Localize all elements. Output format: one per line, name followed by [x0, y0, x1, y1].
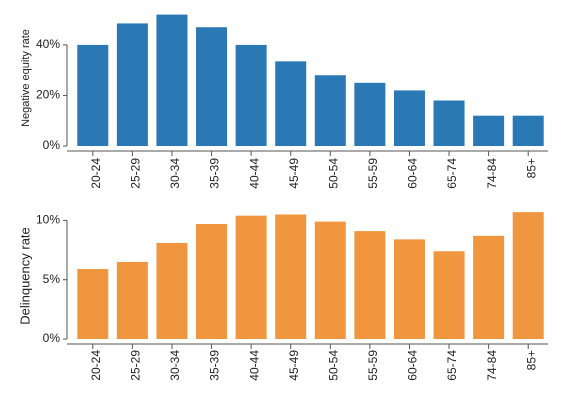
- x-tick-label: 35-39: [208, 158, 222, 189]
- bar-25-29: [116, 23, 148, 146]
- x-tick-label: 85+: [524, 158, 538, 178]
- y-tick-label: 10%: [36, 213, 60, 227]
- x-tick-label: 85+: [524, 350, 538, 370]
- x-tick-label: 30-34: [168, 158, 182, 189]
- x-tick-label: 60-64: [406, 158, 420, 189]
- x-tick-label: 50-54: [326, 158, 340, 189]
- bar-85+: [512, 115, 544, 146]
- bar-30-34: [156, 242, 188, 339]
- x-tick-label: 25-29: [129, 350, 143, 381]
- x-tick-label: 74-84: [485, 350, 499, 381]
- bar-35-39: [196, 27, 228, 146]
- y-axis-title: Negative equity rate: [20, 29, 32, 127]
- bar-45-49: [275, 214, 307, 339]
- x-tick-label: 55-59: [366, 158, 380, 189]
- bar-85+: [512, 212, 544, 339]
- x-tick-label: 65-74: [445, 350, 459, 381]
- bar-25-29: [116, 261, 148, 339]
- x-tick-label: 60-64: [406, 350, 420, 381]
- x-tick-label: 45-49: [287, 350, 301, 381]
- bar-60-64: [393, 239, 425, 339]
- x-tick-label: 65-74: [445, 158, 459, 189]
- bar-74-84: [473, 115, 505, 146]
- delinquency-panel: Delinquency rate 0% 5% 10% 20-24 25-29 30-34 3…: [17, 212, 548, 381]
- x-tick-label: 30-34: [168, 350, 182, 381]
- bar-45-49: [275, 61, 307, 146]
- x-tick-label: 20-24: [89, 158, 103, 189]
- y-tick-label: 5%: [43, 272, 61, 286]
- bar-50-54: [314, 75, 346, 146]
- x-tick-label: 55-59: [366, 350, 380, 381]
- x-tick-label: 20-24: [89, 350, 103, 381]
- y-tick-label: 20%: [36, 88, 60, 102]
- bar-20-24: [77, 44, 109, 147]
- x-tick-label: 25-29: [129, 158, 143, 189]
- bar-40-44: [235, 44, 267, 147]
- x-tick-label: 40-44: [247, 350, 261, 381]
- y-tick-label: 0%: [43, 331, 61, 345]
- x-tick-label: 74-84: [485, 158, 499, 189]
- bar-55-59: [354, 231, 386, 339]
- negative-equity-panel: Negative equity rate 0% 20% 40% 20-24 25-29 3…: [20, 14, 548, 189]
- x-tick-label: 45-49: [287, 158, 301, 189]
- y-tick-label: 40%: [36, 37, 60, 51]
- bar-65-74: [433, 251, 465, 339]
- x-tick-label: 40-44: [247, 158, 261, 189]
- x-tick-label: 50-54: [326, 350, 340, 381]
- bar-65-74: [433, 100, 465, 146]
- bar-74-84: [473, 235, 505, 339]
- y-axis-title: Delinquency rate: [17, 227, 32, 325]
- bar-40-44: [235, 215, 267, 339]
- bar-50-54: [314, 221, 346, 339]
- bar-60-64: [393, 90, 425, 146]
- bar-55-59: [354, 82, 386, 146]
- bar-35-39: [196, 223, 228, 339]
- bar-20-24: [77, 269, 109, 339]
- bar-30-34: [156, 14, 188, 146]
- y-tick-label: 0%: [43, 138, 61, 152]
- x-tick-label: 35-39: [208, 350, 222, 381]
